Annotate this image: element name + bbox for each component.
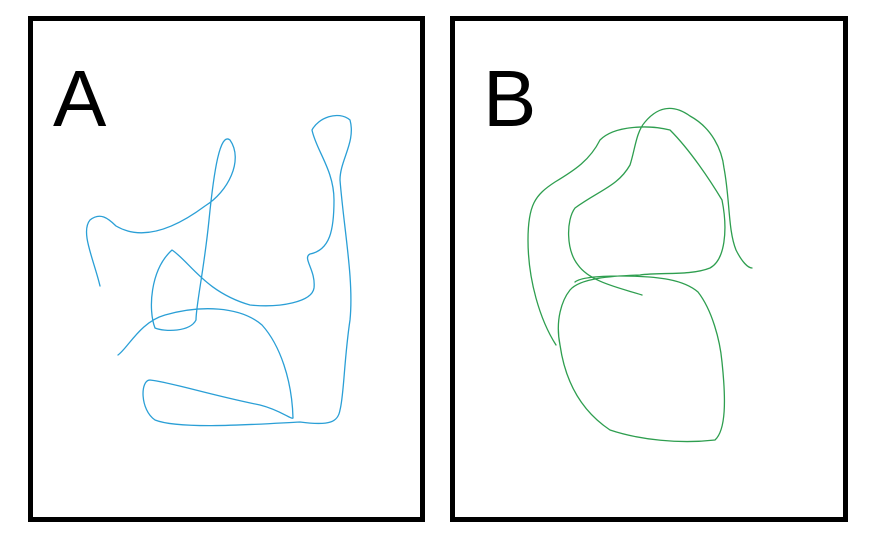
panel-label-b: B bbox=[483, 59, 536, 139]
panel-a: A bbox=[28, 16, 425, 522]
panel-label-a: A bbox=[53, 59, 106, 139]
panel-b: B bbox=[450, 16, 848, 522]
